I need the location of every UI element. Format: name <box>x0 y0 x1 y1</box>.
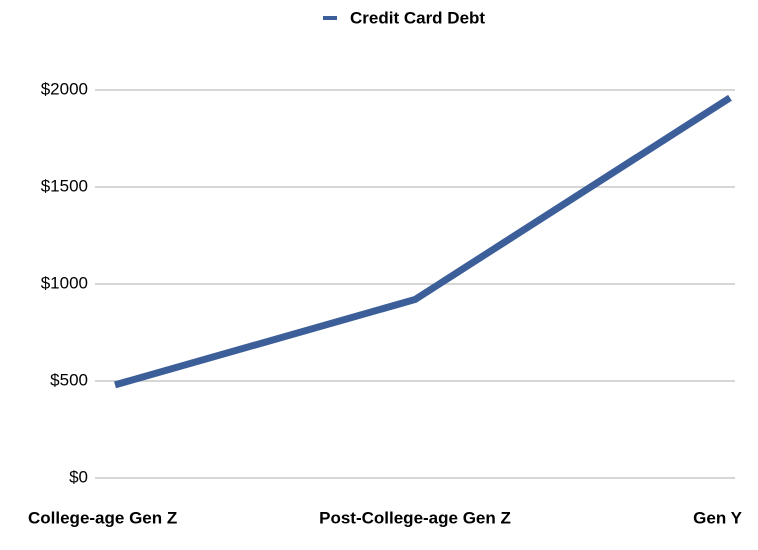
line-series <box>114 94 732 389</box>
y-tick-label: $500 <box>50 370 88 389</box>
legend-label: Credit Card Debt <box>350 8 485 27</box>
x-tick-label: Post-College-age Gen Z <box>319 508 511 527</box>
y-tick-label: $1000 <box>41 273 88 292</box>
legend-swatch <box>323 16 337 20</box>
x-tick-label: Gen Y <box>693 508 742 527</box>
x-tick-label: College-age Gen Z <box>28 508 177 527</box>
y-tick-label: $0 <box>69 467 88 486</box>
y-tick-label: $1500 <box>41 176 88 195</box>
y-tick-label: $2000 <box>41 79 88 98</box>
